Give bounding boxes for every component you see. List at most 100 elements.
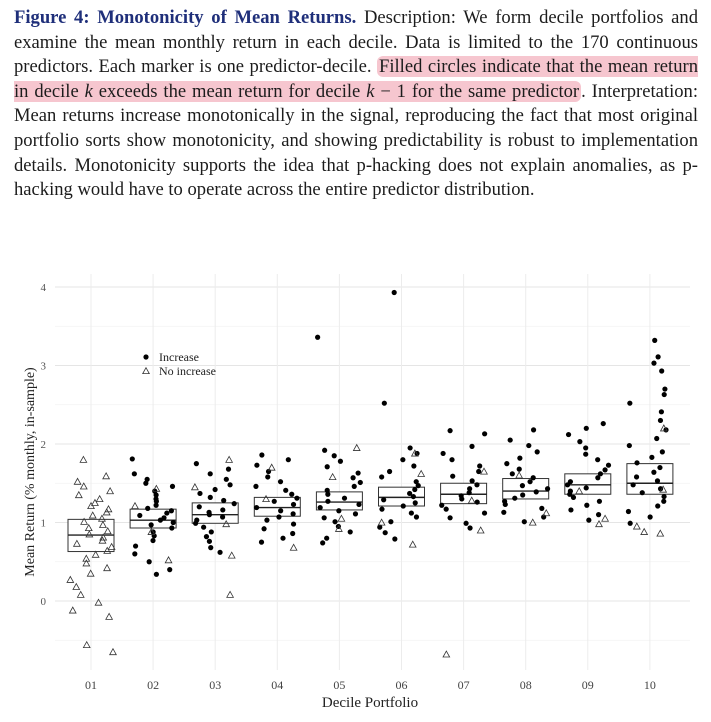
point-increase bbox=[208, 529, 214, 535]
point-increase bbox=[132, 543, 139, 549]
x-axis-title: Decile Portfolio bbox=[322, 695, 418, 711]
point-no-increase bbox=[82, 640, 91, 649]
point-increase bbox=[662, 386, 668, 392]
point-increase bbox=[207, 494, 213, 500]
point-increase bbox=[223, 476, 229, 482]
point-no-increase bbox=[90, 498, 99, 506]
point-increase bbox=[225, 466, 232, 472]
point-increase bbox=[259, 452, 265, 458]
legend-marker-increase bbox=[143, 354, 149, 360]
point-increase bbox=[474, 499, 480, 505]
point-no-increase bbox=[105, 612, 114, 620]
point-increase bbox=[253, 483, 259, 489]
figure-caption: Figure 4: Monotonicity of Mean Returns. … bbox=[14, 6, 698, 203]
highlight-part-2: exceeds the mean return for decile bbox=[92, 80, 367, 102]
point-no-increase bbox=[98, 520, 107, 528]
point-increase bbox=[192, 520, 199, 526]
point-increase bbox=[321, 515, 327, 521]
box bbox=[502, 478, 550, 500]
point-increase bbox=[382, 530, 388, 536]
point-increase bbox=[408, 510, 414, 516]
point-no-increase bbox=[442, 650, 451, 658]
point-increase bbox=[325, 491, 331, 497]
point-increase bbox=[400, 457, 406, 463]
point-increase bbox=[596, 498, 603, 504]
point-increase bbox=[332, 519, 338, 525]
point-no-increase bbox=[408, 540, 417, 548]
point-increase bbox=[153, 502, 159, 508]
point-increase bbox=[203, 534, 210, 540]
point-no-increase bbox=[227, 551, 236, 559]
point-increase bbox=[481, 510, 488, 516]
point-increase bbox=[221, 497, 227, 504]
point-increase bbox=[520, 492, 526, 498]
point-no-increase bbox=[80, 517, 89, 525]
point-increase bbox=[153, 492, 159, 498]
point-increase bbox=[633, 474, 640, 480]
point-increase bbox=[477, 463, 483, 469]
point-increase bbox=[320, 540, 326, 546]
point-increase bbox=[220, 507, 226, 513]
point-increase bbox=[516, 466, 522, 472]
point-increase bbox=[271, 498, 277, 504]
highlight-part-1: Filled circles indicate that the mean re… bbox=[14, 56, 698, 102]
point-increase bbox=[283, 487, 289, 493]
point-increase bbox=[526, 442, 532, 449]
point-increase bbox=[356, 501, 362, 508]
point-no-increase bbox=[226, 590, 235, 598]
point-increase bbox=[261, 526, 267, 532]
point-increase bbox=[463, 520, 469, 526]
point-increase bbox=[400, 503, 406, 509]
legend-label-no-increase: No increase bbox=[159, 364, 216, 378]
point-increase bbox=[447, 515, 453, 521]
point-increase bbox=[467, 525, 473, 531]
point-increase bbox=[627, 400, 633, 406]
point-no-increase bbox=[659, 424, 668, 432]
caption-text-after: . Interpretation: Mean returns increase … bbox=[14, 80, 699, 201]
point-increase bbox=[290, 501, 297, 508]
x-tick-label: 01 bbox=[85, 678, 97, 692]
point-increase bbox=[657, 464, 663, 471]
point-increase bbox=[148, 522, 154, 528]
box bbox=[440, 482, 488, 505]
highlight-k1: k bbox=[84, 80, 93, 102]
point-increase bbox=[600, 420, 606, 427]
point-increase bbox=[201, 524, 207, 530]
point-increase bbox=[469, 478, 475, 484]
point-increase bbox=[208, 545, 214, 551]
point-increase bbox=[412, 500, 418, 506]
y-tick-label: 4 bbox=[41, 282, 47, 294]
point-increase bbox=[317, 504, 323, 511]
point-increase bbox=[595, 457, 601, 463]
point-increase bbox=[521, 519, 527, 525]
point-no-increase bbox=[104, 505, 113, 513]
point-increase bbox=[507, 437, 513, 443]
point-increase bbox=[519, 483, 526, 489]
point-no-increase bbox=[72, 582, 81, 590]
data-points bbox=[66, 289, 669, 658]
point-increase bbox=[439, 502, 445, 508]
point-increase bbox=[533, 489, 539, 495]
point-increase bbox=[217, 549, 223, 555]
point-increase bbox=[539, 505, 545, 511]
point-no-increase bbox=[467, 496, 476, 504]
point-increase bbox=[527, 479, 533, 485]
point-no-increase bbox=[82, 559, 91, 567]
point-increase bbox=[324, 535, 330, 541]
y-tick-label: 2 bbox=[41, 439, 47, 451]
point-increase bbox=[602, 467, 608, 473]
point-increase bbox=[534, 449, 540, 455]
point-increase bbox=[630, 482, 636, 488]
point-increase bbox=[415, 483, 421, 489]
point-increase bbox=[649, 454, 655, 460]
point-increase bbox=[131, 471, 137, 477]
point-increase bbox=[265, 474, 271, 480]
point-increase bbox=[331, 453, 337, 459]
point-no-increase bbox=[417, 469, 426, 477]
point-no-increase bbox=[352, 443, 361, 451]
point-increase bbox=[413, 479, 419, 485]
x-tick-label: 06 bbox=[396, 678, 408, 692]
point-no-increase bbox=[595, 519, 603, 528]
point-no-increase bbox=[106, 486, 115, 495]
